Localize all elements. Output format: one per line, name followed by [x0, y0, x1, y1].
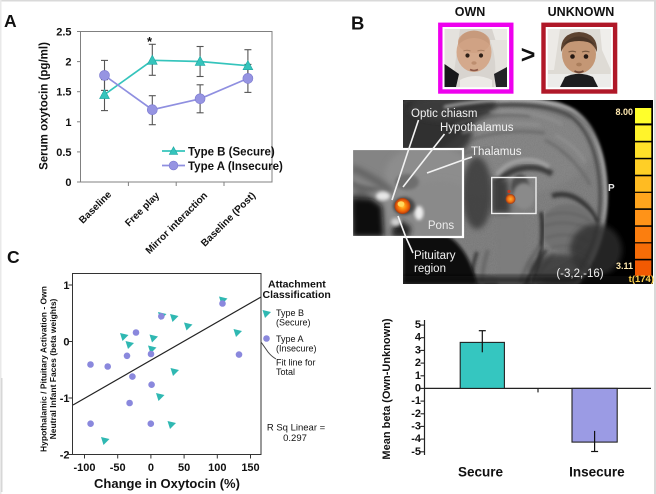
svg-text:4: 4 — [415, 332, 422, 344]
svg-text:Pons: Pons — [428, 220, 454, 232]
svg-text:Secure: Secure — [458, 465, 504, 480]
svg-text:-5: -5 — [411, 446, 421, 458]
svg-text:Total: Total — [276, 367, 295, 377]
svg-text:-1: -1 — [60, 393, 70, 405]
svg-text:-100: -100 — [73, 462, 95, 474]
svg-text:Pituitary: Pituitary — [414, 250, 456, 262]
svg-text:R Sq Linear =: R Sq Linear = — [267, 423, 326, 434]
svg-text:Type A (Insecure): Type A (Insecure) — [188, 161, 283, 173]
svg-text:2.5: 2.5 — [56, 27, 71, 39]
svg-text:Classification: Classification — [263, 289, 331, 301]
svg-text:>: > — [521, 41, 536, 69]
svg-text:-1: -1 — [411, 395, 421, 407]
svg-text:150: 150 — [241, 462, 259, 474]
svg-text:A: A — [4, 11, 17, 31]
svg-text:(Insecure): (Insecure) — [276, 344, 317, 354]
svg-text:region: region — [414, 263, 446, 275]
svg-text:0.5: 0.5 — [56, 147, 71, 159]
svg-text:-50: -50 — [110, 462, 126, 474]
svg-text:Neutral Infant Faces (beta wei: Neutral Infant Faces (beta weights) — [48, 298, 58, 439]
svg-text:Attachment: Attachment — [268, 279, 326, 291]
svg-text:100: 100 — [208, 462, 226, 474]
svg-text:1: 1 — [63, 280, 69, 292]
svg-text:3.11: 3.11 — [616, 261, 633, 271]
svg-text:Insecure: Insecure — [569, 465, 625, 480]
svg-text:Hypothalamic / Pituitary Activ: Hypothalamic / Pituitary Activation - Ow… — [39, 286, 49, 452]
svg-text:OWN: OWN — [455, 5, 486, 19]
svg-text:0: 0 — [65, 177, 71, 189]
svg-text:-2: -2 — [411, 408, 421, 420]
svg-text:Mean beta (Own-Unknown): Mean beta (Own-Unknown) — [381, 318, 393, 460]
svg-text:5: 5 — [415, 319, 421, 331]
svg-text:Change in Oxytocin (%): Change in Oxytocin (%) — [94, 476, 240, 491]
svg-text:-4: -4 — [411, 433, 422, 445]
svg-text:-3: -3 — [411, 420, 421, 432]
svg-text:50: 50 — [178, 462, 190, 474]
svg-text:-2: -2 — [60, 450, 70, 462]
svg-text:3: 3 — [415, 344, 421, 356]
svg-text:2: 2 — [415, 357, 421, 369]
svg-text:B: B — [351, 13, 364, 34]
svg-text:Fit line for: Fit line for — [276, 358, 316, 368]
svg-text:Type A: Type A — [276, 334, 304, 344]
svg-text:0.297: 0.297 — [283, 433, 307, 444]
svg-text:1: 1 — [65, 117, 71, 129]
svg-text:Serum oxytocin (pg/ml): Serum oxytocin (pg/ml) — [39, 42, 51, 170]
svg-text:(Secure): (Secure) — [276, 318, 311, 328]
svg-text:0: 0 — [415, 382, 421, 394]
svg-text:2: 2 — [65, 57, 71, 69]
svg-text:Baseline: Baseline — [77, 189, 114, 226]
svg-text:8.00: 8.00 — [615, 107, 633, 117]
svg-text:0: 0 — [63, 337, 69, 349]
svg-text:t(174): t(174) — [629, 274, 654, 285]
svg-text:Type B: Type B — [276, 308, 304, 318]
svg-text:Hypothalamus: Hypothalamus — [440, 122, 514, 134]
svg-text:Thalamus: Thalamus — [471, 146, 522, 158]
svg-text:1.5: 1.5 — [56, 87, 71, 99]
svg-text:C: C — [7, 247, 20, 267]
svg-text:1: 1 — [415, 370, 421, 382]
svg-text:0: 0 — [148, 462, 154, 474]
svg-text:Type B (Secure): Type B (Secure) — [188, 147, 275, 159]
svg-text:P: P — [608, 183, 615, 194]
svg-text:Optic chiasm: Optic chiasm — [411, 108, 477, 120]
svg-text:*: * — [147, 34, 153, 49]
svg-text:(-3,2,-16): (-3,2,-16) — [556, 268, 603, 280]
svg-text:Free play: Free play — [123, 190, 162, 229]
svg-text:UNKNOWN: UNKNOWN — [548, 5, 615, 19]
